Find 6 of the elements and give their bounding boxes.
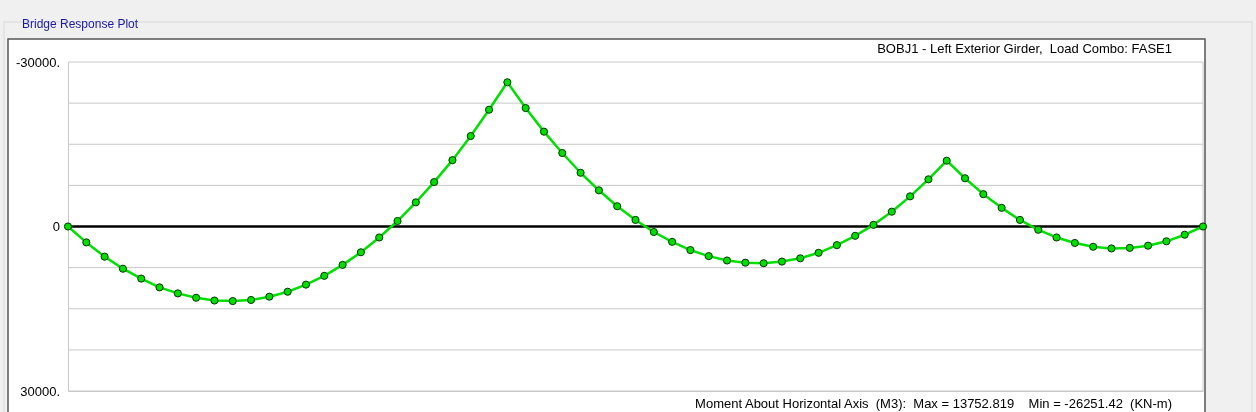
chart-subtitle: BOBJ1 - Left Exterior Girder, Load Combo: FASE1 xyxy=(877,41,1172,56)
text: Moment About Horizontal Axis (M3): Max = 13752.819 Min = -26251.42 (KN-m) xyxy=(695,396,1172,411)
y-tick-label: -30000. xyxy=(15,54,60,70)
y-tick-label: 30000. xyxy=(20,383,60,399)
chart-title: Bridge Response Plot xyxy=(22,17,139,31)
y-tick-label: 0 xyxy=(52,219,60,235)
